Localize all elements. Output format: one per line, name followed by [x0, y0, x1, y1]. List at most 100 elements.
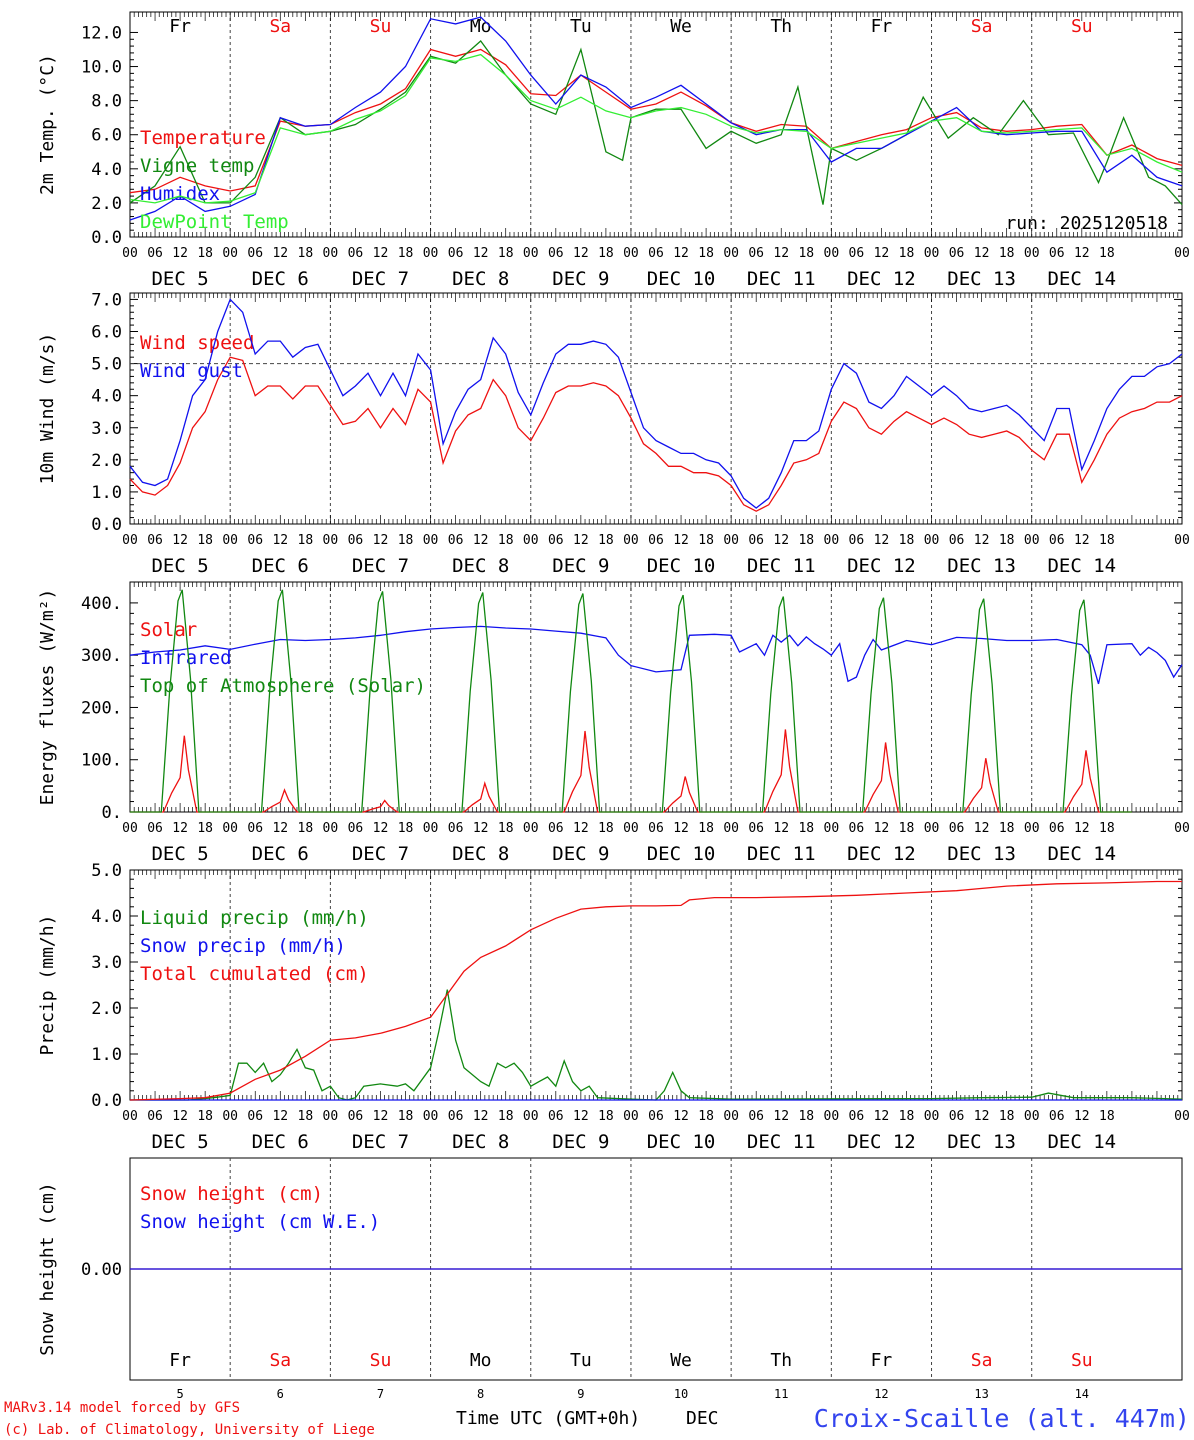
- date-label: DEC 6: [252, 555, 309, 577]
- legend-entry: Humidex: [140, 183, 220, 205]
- hour-tick-label: 18: [1099, 246, 1115, 261]
- date-label: DEC 9: [552, 555, 609, 577]
- day-name-label: Su: [1071, 1350, 1093, 1371]
- hour-tick-label: 00: [423, 533, 439, 548]
- day-name-label: Sa: [971, 16, 993, 37]
- date-label: DEC 9: [552, 1131, 609, 1153]
- model-credit: MARv3.14 model forced by GFS: [4, 1400, 240, 1416]
- hour-tick-label: 00: [222, 246, 238, 261]
- y-tick-label: 1.0: [91, 483, 122, 503]
- y-axis-label: 10m Wind (m/s): [37, 333, 58, 485]
- date-label: DEC 13: [947, 843, 1016, 865]
- hour-tick-label: 18: [298, 533, 314, 548]
- day-number-label: 14: [1075, 1387, 1089, 1401]
- date-label: DEC 14: [1047, 555, 1116, 577]
- y-tick-label: 0.: [102, 803, 122, 823]
- hour-tick-label: 00: [824, 1109, 840, 1124]
- hour-tick-label: 18: [598, 533, 614, 548]
- series-line-temperature: [129, 48, 1183, 194]
- hour-tick-label: 00: [523, 1109, 539, 1124]
- day-name-label: Fr: [169, 16, 191, 37]
- date-label: DEC 6: [252, 268, 309, 290]
- hour-tick-label: 12: [874, 246, 890, 261]
- hour-tick-label: 18: [798, 1109, 814, 1124]
- hour-tick-label: 00: [423, 246, 439, 261]
- hour-tick-label: 12: [272, 533, 288, 548]
- hour-tick-label: 00: [1024, 1109, 1040, 1124]
- hour-tick-label: 18: [197, 533, 213, 548]
- date-label: DEC 6: [252, 1131, 309, 1153]
- date-label: DEC 12: [847, 843, 916, 865]
- hour-tick-label: 00: [723, 533, 739, 548]
- hour-tick-label: 00: [323, 1109, 339, 1124]
- hour-tick-label: 12: [874, 821, 890, 836]
- hour-tick-label: 00: [924, 1109, 940, 1124]
- day-name-label: Mo: [470, 16, 492, 37]
- date-label: DEC 8: [452, 555, 509, 577]
- hour-tick-label: 18: [1099, 533, 1115, 548]
- hour-tick-label: 18: [1099, 821, 1115, 836]
- hour-tick-label: 06: [147, 246, 163, 261]
- day-name-label: Fr: [169, 1350, 191, 1371]
- hour-tick-label: 06: [849, 533, 865, 548]
- hour-tick-label: 18: [398, 821, 414, 836]
- y-axis-label: Snow height (cm): [37, 1182, 58, 1355]
- date-label: DEC 12: [847, 268, 916, 290]
- hour-tick-label: 00: [1024, 533, 1040, 548]
- hour-tick-label: 06: [648, 246, 664, 261]
- date-label: DEC 13: [947, 555, 1016, 577]
- day-name-label: Tu: [570, 1350, 592, 1371]
- legend-entry: Temperature: [140, 127, 266, 149]
- date-label: DEC 8: [452, 268, 509, 290]
- day-name-label: Th: [770, 16, 792, 37]
- series-line-total-cumulated-cm-: [129, 880, 1182, 1101]
- hour-tick-label: 00: [824, 821, 840, 836]
- y-tick-label: 300.: [81, 646, 122, 666]
- hour-tick-label: 06: [448, 1109, 464, 1124]
- panel-3: 00 06 12 18 00 06 12 18 00 06 12 18 00 06 12 18 00 06 12 18…: [37, 581, 1190, 865]
- hour-tick-label: 06: [949, 1109, 965, 1124]
- hour-tick-label: 18: [698, 246, 714, 261]
- day-number-label: 5: [176, 1387, 183, 1401]
- day-name-label: Fr: [871, 1350, 893, 1371]
- hour-tick-label: 00: [323, 821, 339, 836]
- y-tick-label: 3.0: [91, 419, 122, 439]
- date-label: DEC 11: [747, 843, 816, 865]
- y-tick-label: 7.0: [91, 290, 122, 310]
- hour-tick-label: 06: [748, 1109, 764, 1124]
- legend-entry: DewPoint Temp: [140, 211, 289, 233]
- hour-tick-label: 12: [172, 246, 188, 261]
- legend-entry: Wind speed: [140, 332, 254, 354]
- day-name-label: Sa: [269, 1350, 291, 1371]
- hour-tick-label: 12: [373, 1109, 389, 1124]
- hour-tick-label: 12: [773, 1109, 789, 1124]
- y-tick-label: 4.0: [91, 907, 122, 927]
- hour-tick-label: 00: [723, 1109, 739, 1124]
- y-tick-label: 0.0: [91, 515, 122, 535]
- legend-entry: Total cumulated (cm): [140, 963, 369, 985]
- hour-tick-label: 12: [473, 1109, 489, 1124]
- hour-tick-label: 00: [723, 821, 739, 836]
- panel-2: 00 06 12 18 00 06 12 18 00 06 12 18 00 06 12 18 00 06 12 18…: [37, 290, 1190, 577]
- hour-tick-label: 06: [448, 246, 464, 261]
- hour-tick-label: 12: [573, 821, 589, 836]
- day-name-label: We: [670, 1350, 692, 1371]
- y-tick-label: 0.0: [91, 228, 122, 248]
- x-axis-month: DEC: [686, 1408, 719, 1429]
- hour-tick-label: 18: [197, 246, 213, 261]
- series-line-vigne-temp: [129, 40, 1183, 206]
- date-label: DEC 12: [847, 1131, 916, 1153]
- series-line-wind-speed: [129, 356, 1183, 512]
- y-tick-label: 2.0: [91, 451, 122, 471]
- series-line-liquid-precip-mm-h-: [130, 989, 1183, 1101]
- day-name-label: Su: [370, 16, 392, 37]
- hour-tick-label: 00: [623, 1109, 639, 1124]
- hour-tick-label: 18: [899, 1109, 915, 1124]
- hour-tick-label: 00: [1174, 533, 1190, 548]
- y-tick-label: 400.: [81, 594, 122, 614]
- hour-tick-label: 00: [523, 821, 539, 836]
- hour-tick-label: 18: [1099, 1109, 1115, 1124]
- hour-tick-label: 06: [1049, 1109, 1065, 1124]
- day-name-label: Tu: [570, 16, 592, 37]
- plot-frame: [129, 11, 1183, 238]
